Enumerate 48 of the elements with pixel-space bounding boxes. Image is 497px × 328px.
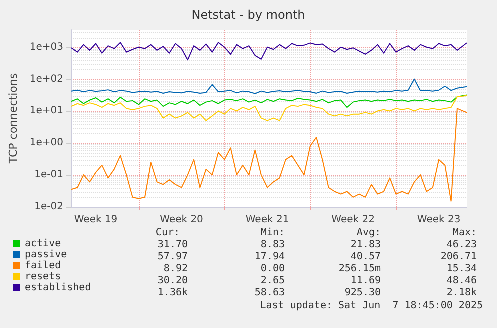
legend-label: failed xyxy=(25,260,62,272)
text: 31.70 xyxy=(158,240,188,250)
text: 8.83 xyxy=(260,240,286,250)
text: Last update: Sat Jun 7 18:45:00 2025 xyxy=(260,300,484,312)
legend-label: passive xyxy=(25,250,68,260)
legend-label: established xyxy=(25,282,92,294)
text: 256.15m xyxy=(338,264,382,274)
text: 8.92 xyxy=(164,264,188,274)
text: Cur: xyxy=(156,228,180,238)
x-tick-label: Week 21 xyxy=(246,214,290,226)
text: 2.65 xyxy=(260,276,286,286)
text: 57.97 xyxy=(158,252,188,262)
text: 2.18k xyxy=(446,288,478,298)
x-tick-label: Week 20 xyxy=(160,214,204,226)
text: 46.23 xyxy=(446,240,478,250)
y-tick-label: 1e-01 xyxy=(34,170,64,181)
x-tick-label: Week 19 xyxy=(74,214,118,226)
y-tick-label: 1e+02 xyxy=(30,74,64,85)
x-tick-label: Week 22 xyxy=(332,214,375,226)
line-series xyxy=(71,95,468,122)
line-series xyxy=(71,94,468,108)
text: Avg: xyxy=(356,228,382,238)
text: 17.94 xyxy=(254,252,286,262)
text: 0.00 xyxy=(260,264,286,274)
text: 48.46 xyxy=(446,276,478,286)
y-tick-label: 1e+01 xyxy=(30,106,64,117)
y-tick-label: 1e+03 xyxy=(30,42,64,53)
y-tick-label: 1e-02 xyxy=(34,202,64,212)
line-series xyxy=(71,42,468,61)
text: 15.34 xyxy=(446,264,478,274)
chart-title: Netstat - by month xyxy=(192,8,306,22)
text: Min: xyxy=(260,228,286,238)
line-series xyxy=(71,78,468,94)
text: Max: xyxy=(452,228,478,238)
y-axis-title: TCP connections xyxy=(7,73,20,165)
text: 58.63 xyxy=(254,288,286,298)
line-series xyxy=(71,108,468,202)
text: 925.30 xyxy=(344,288,381,298)
text: 21.83 xyxy=(350,240,382,250)
x-tick-label: Week 23 xyxy=(417,214,461,226)
text: 11.69 xyxy=(350,276,382,286)
legend-label: active xyxy=(25,238,62,250)
text: 206.71 xyxy=(440,252,477,262)
text: 30.20 xyxy=(158,276,188,286)
y-tick-label: 1e+00 xyxy=(30,138,64,149)
legend-label: resets xyxy=(25,272,62,282)
text: 40.57 xyxy=(350,252,382,262)
text: 1.36k xyxy=(158,288,188,298)
